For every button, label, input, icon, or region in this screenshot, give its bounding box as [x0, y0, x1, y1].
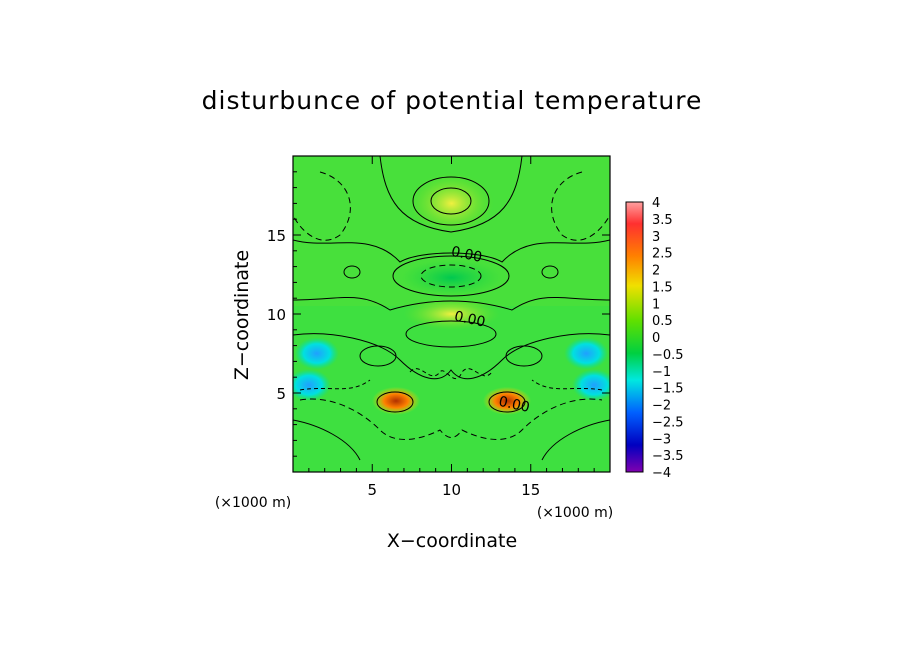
axes: 5 10 15 5 10 15 — [267, 156, 610, 499]
colorbar-tick-label: −2 — [652, 399, 671, 414]
colorbar-tick-label: 3 — [652, 230, 660, 245]
colorbar-tick-label: −0.5 — [652, 348, 684, 363]
colorbar-tick-label: 1.5 — [652, 280, 673, 295]
x-tick-label: 5 — [367, 481, 377, 499]
colorbar-tick-label: 2 — [652, 264, 660, 279]
x-tick-label: 10 — [442, 481, 461, 499]
x-unit-label: (×1000 m) — [537, 505, 613, 521]
field-feature-2 — [403, 298, 500, 330]
colorbar-tick-label: −1.5 — [652, 382, 684, 397]
y-tick-label: 10 — [267, 306, 286, 324]
contour-lines — [293, 156, 610, 461]
colorbar-tick-label: 1 — [652, 297, 660, 312]
contour-field: 0.00 0.00 0.00 — [293, 156, 610, 472]
colorbar-tick-label: 0 — [652, 331, 660, 346]
field-feature-8 — [564, 337, 609, 370]
colorbar-tick-label: −3.5 — [652, 449, 684, 464]
field-feature-0 — [409, 173, 494, 234]
y-tick-label: 15 — [267, 227, 286, 245]
x-tick-label: 15 — [521, 481, 540, 499]
colorbar-tick-label: 4 — [652, 196, 660, 211]
field-feature-6 — [572, 369, 610, 402]
colorbar-tick-label: 0.5 — [652, 314, 673, 329]
colorbar-tick-label: −3 — [652, 432, 671, 447]
contour-label-0: 0.00 — [450, 244, 484, 266]
field-feature-1 — [401, 259, 502, 296]
x-axis-label: X−coordinate — [387, 530, 517, 552]
y-unit-label: (×1000 m) — [215, 495, 291, 511]
y-tick-label: 5 — [276, 385, 286, 403]
field-feature-4 — [482, 386, 531, 415]
contour-label-1: 0.00 — [453, 309, 487, 331]
colorbar-tick-label: −2.5 — [652, 415, 684, 430]
colorbar: 4 3.5 3 2.5 21.5 1 0.5 0 −0.5 −1 −1.5 −2−2.5 −3 −3.5 −… — [625, 196, 684, 481]
contour-label-2: 0.00 — [497, 394, 531, 416]
y-axis-label: Z−coordinate — [231, 250, 253, 380]
colorbar-tick-label: −1 — [652, 365, 671, 380]
colorbar-tick-label: 3.5 — [652, 213, 673, 228]
colorbar-tick-label: 2.5 — [652, 247, 673, 262]
colorbar-scale — [625, 201, 644, 473]
colorbar-tick-label: −4 — [652, 466, 671, 481]
field-feature-5 — [293, 369, 331, 402]
field-feature-7 — [294, 337, 339, 370]
chart-title: disturbunce of potential temperature — [201, 86, 703, 115]
